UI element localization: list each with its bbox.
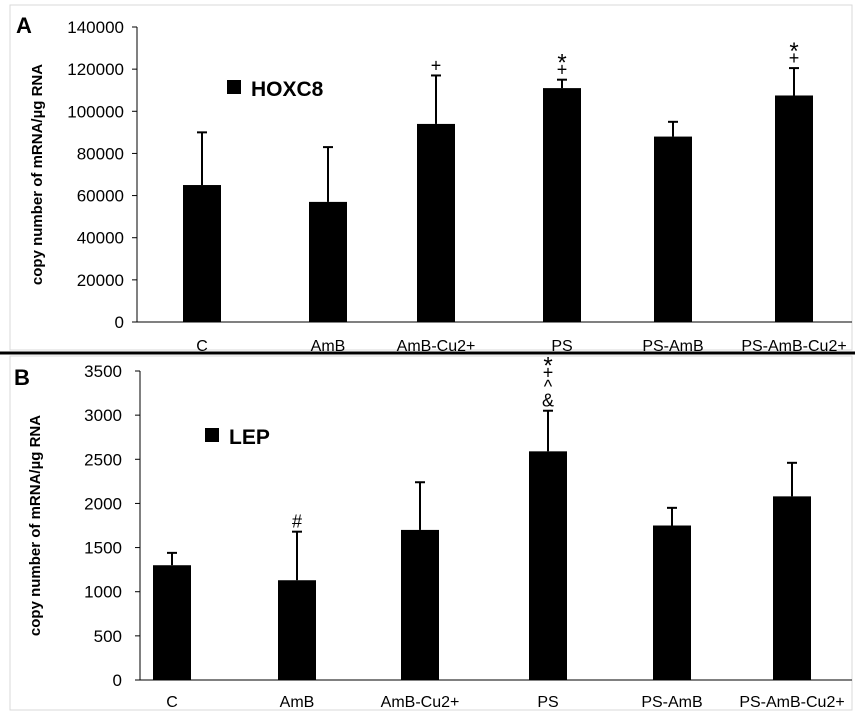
y-tick-label: 1500 [84, 539, 122, 558]
legend-swatch [205, 428, 219, 442]
y-tick-label: 500 [94, 627, 122, 646]
significance-marker: + [543, 363, 554, 383]
legend-swatch [227, 80, 241, 94]
y-tick-label: 60000 [77, 187, 124, 206]
x-tick-label: AmB-Cu2+ [381, 694, 460, 711]
x-tick-label: C [196, 338, 208, 355]
y-axis-label: copy number of mRNA/µg RNA [29, 64, 46, 285]
x-tick-label: PS [537, 694, 558, 711]
bar [543, 88, 581, 322]
significance-marker: * [557, 50, 566, 77]
panel-b-frame [9, 355, 853, 711]
bar [773, 496, 811, 680]
x-tick-label: AmB [280, 694, 315, 711]
y-tick-label: 80000 [77, 144, 124, 163]
y-tick-label: 100000 [67, 102, 124, 121]
significance-marker: & [542, 391, 554, 411]
bar [278, 580, 316, 680]
y-tick-label: 2000 [84, 494, 122, 513]
y-tick-label: 1000 [84, 583, 122, 602]
significance-marker: + [789, 48, 800, 68]
bar [417, 123, 455, 322]
legend-label: HOXC8 [251, 78, 324, 101]
panel-label: A [16, 13, 32, 38]
x-tick-label: AmB-Cu2+ [397, 338, 476, 355]
significance-marker: * [543, 353, 552, 380]
y-tick-label: 0 [113, 671, 122, 690]
x-tick-label: PS-AmB-Cu2+ [741, 338, 846, 355]
bar [529, 451, 567, 680]
y-tick-label: 20000 [77, 271, 124, 290]
significance-marker: # [292, 512, 302, 532]
y-axis-label: copy number of mRNA/µg RNA [27, 415, 44, 636]
y-tick-label: 40000 [77, 229, 124, 248]
significance-marker: + [557, 60, 568, 80]
y-tick-label: 3000 [84, 406, 122, 425]
significance-marker: + [431, 55, 442, 75]
y-tick-label: 3500 [84, 362, 122, 381]
x-tick-label: PS-AmB-Cu2+ [739, 694, 844, 711]
bar [309, 201, 347, 322]
legend-label: LEP [229, 426, 270, 449]
significance-marker: ^ [544, 377, 553, 397]
panel-a-frame [9, 4, 853, 351]
bar [401, 529, 439, 680]
x-tick-label: PS-AmB [641, 694, 702, 711]
significance-marker: * [789, 38, 798, 65]
x-tick-label: AmB [311, 338, 346, 355]
bar [654, 136, 692, 322]
bar [653, 525, 691, 680]
bar [153, 565, 191, 680]
panel-label: B [14, 365, 30, 390]
bar [183, 185, 221, 322]
y-tick-label: 0 [115, 313, 124, 332]
x-tick-label: C [166, 694, 178, 711]
y-tick-label: 2500 [84, 450, 122, 469]
y-tick-label: 140000 [67, 18, 124, 37]
y-tick-label: 120000 [67, 60, 124, 79]
bar [775, 95, 813, 322]
x-tick-label: PS-AmB [642, 338, 703, 355]
x-tick-label: PS [551, 338, 572, 355]
